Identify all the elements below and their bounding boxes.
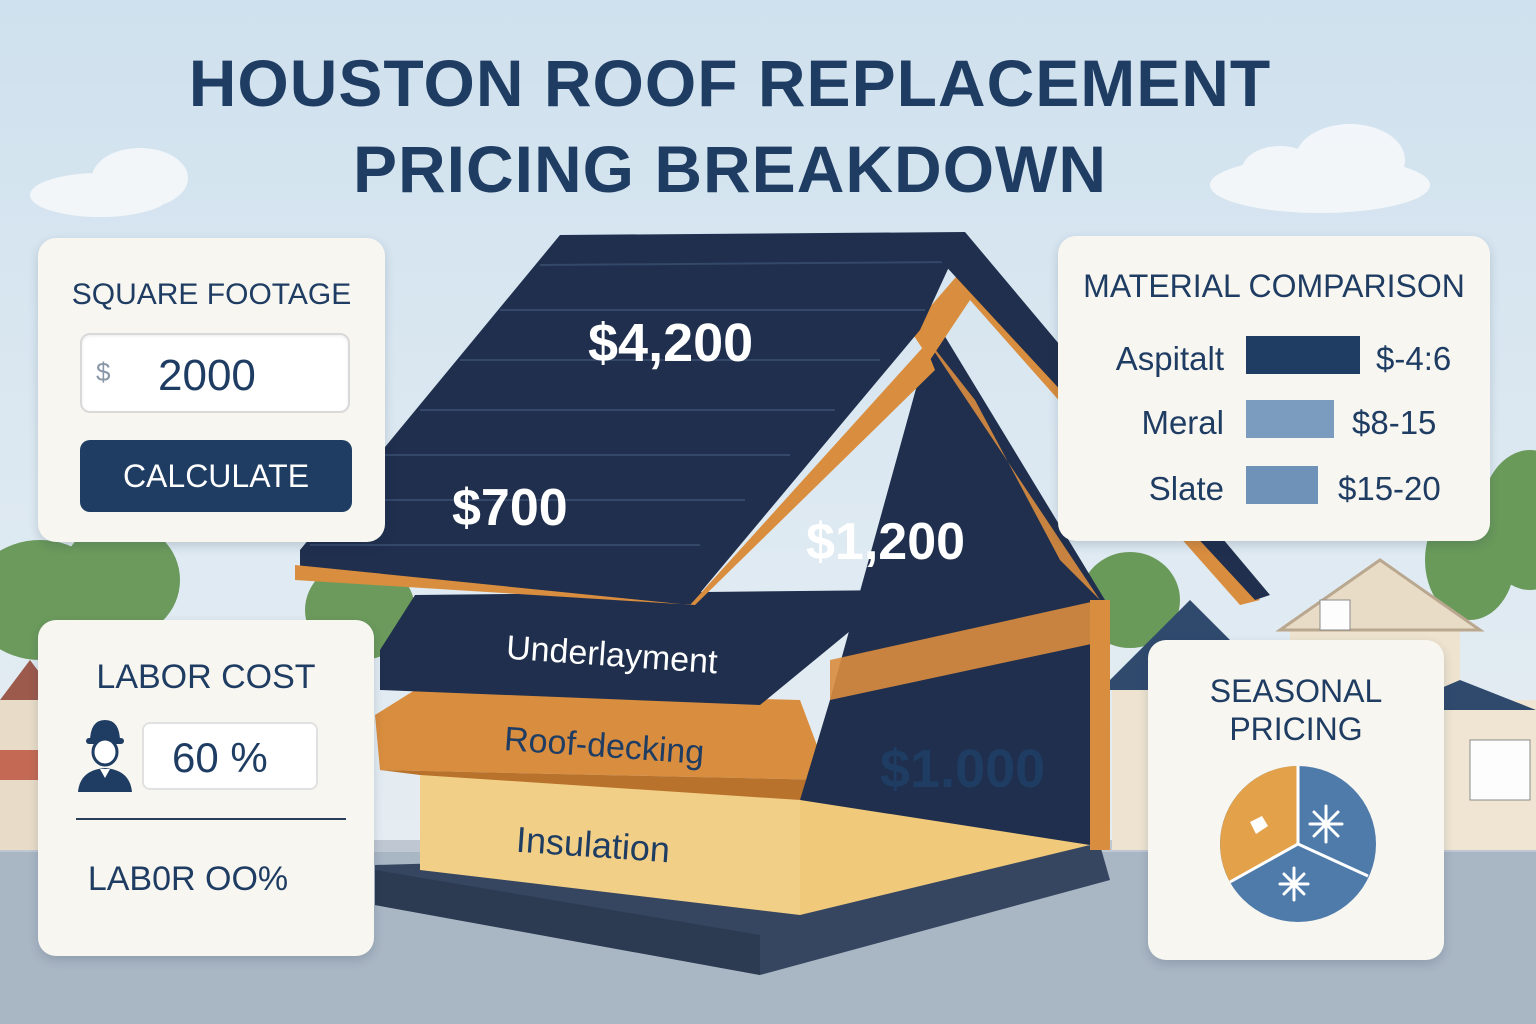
labor-cost-heading: LABOR COST [96,658,316,696]
underlayment-layer [380,590,900,705]
shingles-price: $4,200 [588,313,754,373]
wall-price: $1.000 [880,739,1046,799]
snowflake-icon [1308,804,1344,844]
gable-price: $1,200 [806,513,966,571]
roof-shingles [300,232,965,605]
worker-icon [78,720,132,792]
square-footage-input[interactable]: $ 2000 [80,333,350,413]
square-footage-heading: SQUARE FOOTAGE [71,278,352,311]
labor-cost-value: 60 % [172,734,268,781]
insulation-layer [420,770,800,915]
sun-icon [1250,816,1268,834]
material-price: $8-15 [1352,404,1437,441]
gable-wall [800,320,1105,845]
snowflake-icon [1278,866,1310,902]
title-line-1: HOUSTON ROOF REPLACEMENT [188,46,1272,120]
seasonal-heading-line-2: PRICING [1229,711,1363,747]
material-price: $15-20 [1338,470,1441,507]
material-bar [1246,336,1360,374]
labor-footer: LAB0R OO% [87,860,289,898]
material-row: Aspitalt $-4:6 [1058,336,1490,380]
clouds [30,124,1430,217]
material-name: Aspitalt [1115,340,1224,377]
material-comparison-heading: MATERIAL COMPARISON [1083,268,1465,304]
labor-divider [76,818,346,820]
seasonal-pricing-heading: SEASONAL PRICING [1148,672,1444,748]
left-price: $700 [452,479,568,537]
square-footage-value: 2000 [158,351,256,400]
decking-layer [375,690,830,780]
title-line-2: PRICING BREAKDOWN [353,132,1107,206]
material-price: $-4:6 [1376,340,1452,377]
seasonal-heading-line-1: SEASONAL [1209,673,1383,709]
calculate-button[interactable]: CALCULATE [80,440,352,512]
material-bar [1246,400,1334,438]
seasonal-pie [1220,766,1376,922]
material-name: Slate [1148,470,1224,507]
material-name: Meral [1141,404,1224,441]
labor-cost-input[interactable]: 60 % [142,722,318,790]
dollar-prefix: $ [96,357,111,387]
page-title: HOUSTON ROOF REPLACEMENT PRICING BREAKDO… [0,40,1460,212]
roof-fascia [295,345,935,605]
material-row: Slate $15-20 [1058,466,1490,510]
material-row: Meral $8-15 [1058,400,1490,444]
material-bar [1246,466,1318,504]
